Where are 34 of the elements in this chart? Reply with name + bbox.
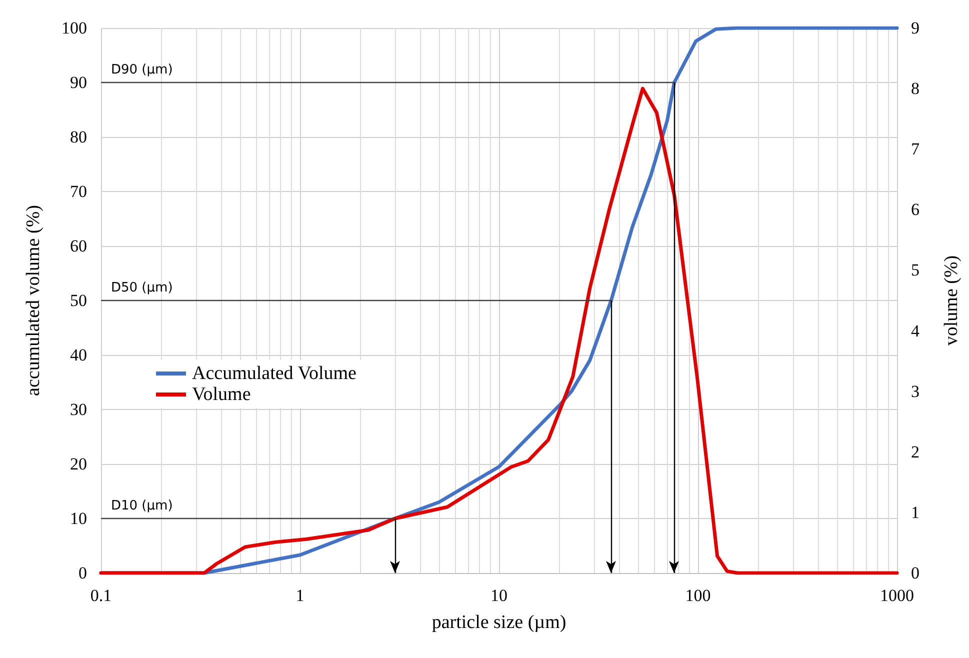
y2-tick-label: 6: [911, 200, 920, 220]
y-tick-label: 40: [70, 346, 87, 364]
y-tick-label: 0: [78, 564, 87, 582]
y2-tick-label: 4: [911, 321, 920, 340]
y2-tick-label: 2: [911, 442, 920, 462]
y2-axis-title: volume (%): [941, 255, 962, 346]
y-tick-label: 90: [70, 73, 87, 92]
x-tick-label: 0.1: [90, 586, 112, 605]
legend-label: Accumulated Volume: [192, 363, 356, 384]
ref-line-label: D90 (µm): [111, 62, 173, 78]
y2-tick-label: 3: [911, 382, 920, 401]
y2-tick-label: 7: [911, 140, 920, 159]
y-tick-label: 80: [70, 128, 87, 146]
y2-tick-label: 1: [911, 502, 920, 522]
x-axis-title: particle size (µm): [432, 612, 566, 633]
y2-tick-label: 9: [911, 18, 920, 38]
y2-tick-label: 0: [911, 564, 920, 582]
x-tick-label: 10: [490, 586, 508, 605]
x-tick-label: 1000: [880, 586, 914, 605]
y-tick-label: 70: [70, 182, 87, 201]
ref-line-label: D50 (µm): [111, 280, 173, 296]
y-tick-label: 20: [70, 454, 87, 474]
y-tick-label: 100: [62, 18, 87, 38]
legend-label: Volume: [192, 384, 251, 405]
y-tick-label: 10: [70, 509, 87, 528]
x-tick-label: 1: [296, 586, 304, 605]
ref-line-label: D10 (µm): [111, 498, 173, 514]
y-axis-title: accumulated volume (%): [23, 205, 44, 396]
x-tick-label: 100: [685, 586, 711, 605]
y2-tick-label: 8: [911, 79, 920, 98]
y-tick-label: 50: [70, 291, 87, 310]
y2-tick-label: 5: [911, 260, 920, 280]
y-tick-label: 60: [70, 236, 87, 256]
y-tick-label: 30: [70, 400, 87, 419]
